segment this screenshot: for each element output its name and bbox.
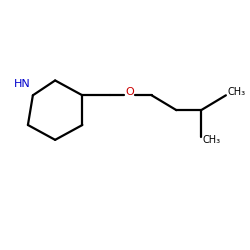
Text: HN: HN [14,79,30,89]
Text: CH₃: CH₃ [227,86,245,97]
Text: O: O [125,86,134,97]
Text: CH₃: CH₃ [202,135,220,145]
